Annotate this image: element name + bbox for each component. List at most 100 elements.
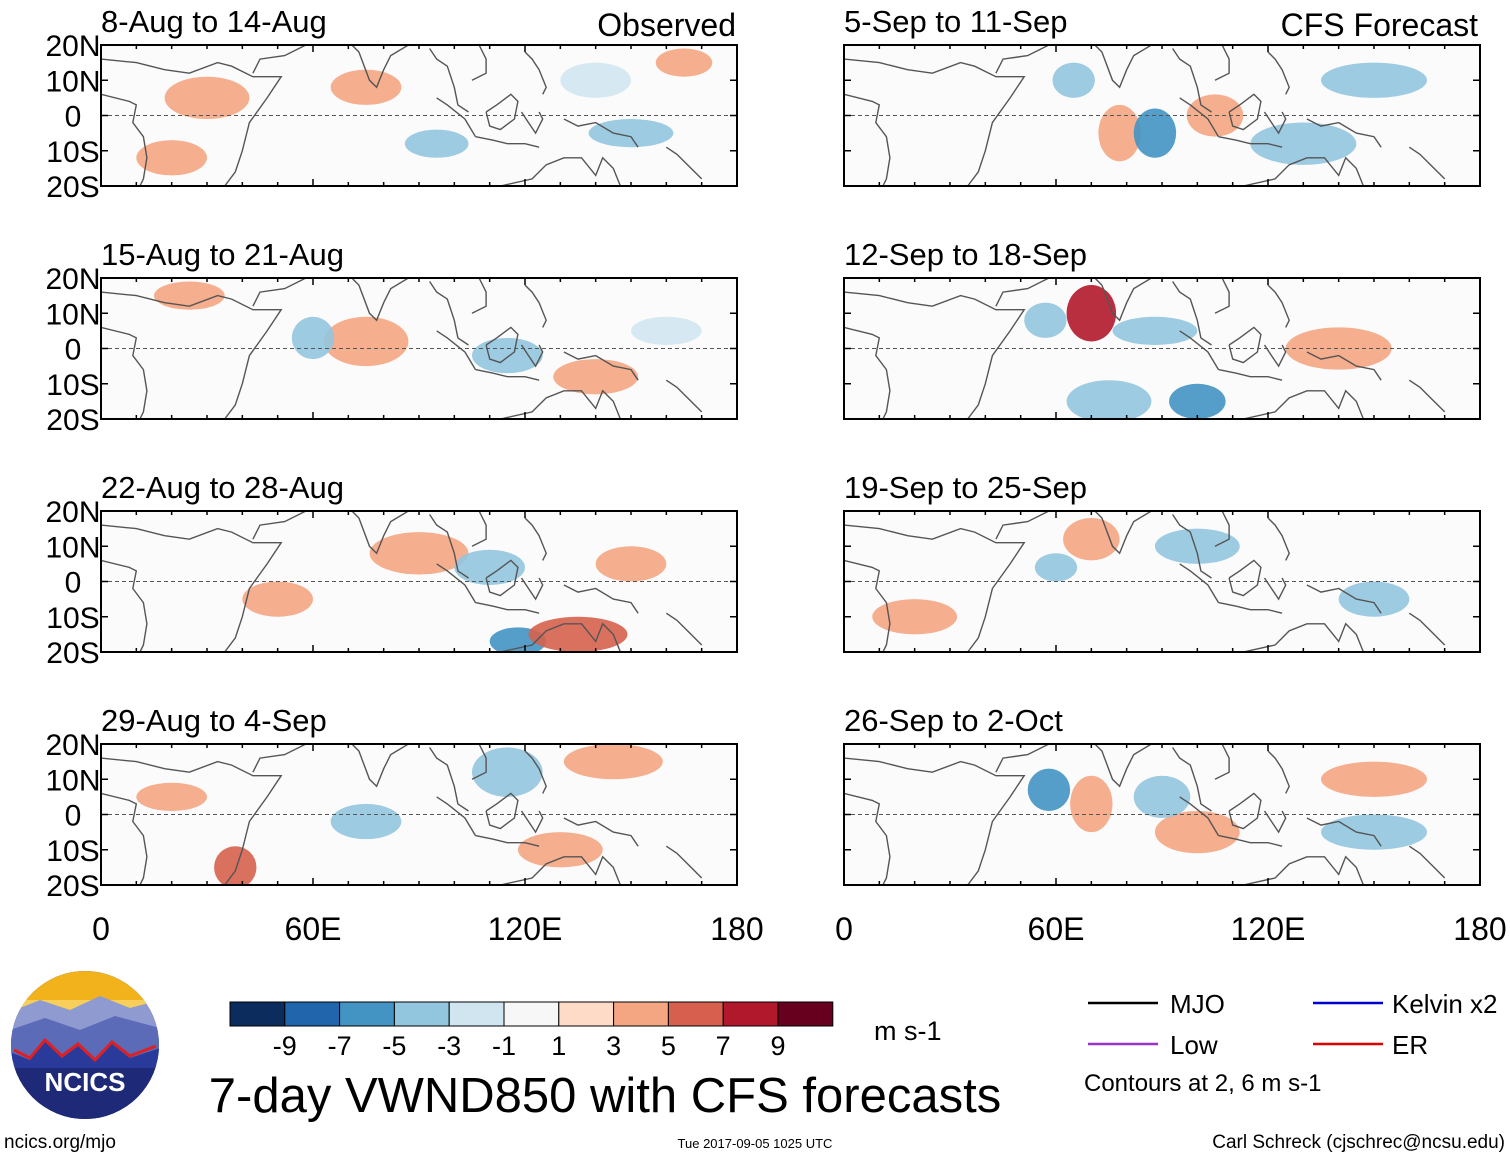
y-tick-label: 20S — [46, 870, 99, 903]
coastline — [1306, 118, 1382, 148]
coastline — [429, 281, 469, 346]
coastline — [844, 93, 891, 186]
anomaly-region — [1338, 581, 1410, 617]
anomaly-region — [323, 316, 409, 367]
panel-title: 22-Aug to 28-Aug — [101, 470, 344, 505]
coastline — [475, 834, 540, 847]
coastline — [1267, 51, 1290, 95]
coastline — [1172, 514, 1212, 579]
chart-title: 7-day VWND850 with CFS forecasts — [209, 1069, 1001, 1123]
coastline — [436, 97, 477, 138]
panel-title: 15-Aug to 21-Aug — [101, 237, 344, 272]
anomaly-region — [291, 316, 335, 360]
coastline — [1214, 45, 1230, 81]
y-tick-label: 10N — [45, 298, 100, 331]
y-tick-label: 20N — [45, 496, 100, 529]
colorbar-swatch — [503, 1001, 560, 1027]
ncics-logo: NCICS — [11, 971, 159, 1119]
coastline — [1228, 559, 1262, 597]
coastline — [1172, 747, 1212, 812]
anomaly-region — [164, 76, 250, 120]
coastline — [471, 511, 487, 547]
colorbar-units: m s-1 — [874, 1016, 942, 1046]
anomaly-region — [1070, 775, 1113, 833]
coastline — [1408, 379, 1446, 413]
anomaly-region — [1133, 775, 1191, 819]
coastline — [1306, 351, 1382, 381]
legend: MJO Kelvin x2 Low ER Contours at 2, 6 m … — [1084, 989, 1498, 1097]
x-tick-label: 120E — [1231, 911, 1306, 947]
panel: 5-Sep to 11-Sep — [843, 4, 1481, 187]
anomaly-region — [631, 316, 702, 345]
coastline — [436, 330, 477, 370]
coastline — [1306, 817, 1382, 847]
coastline — [665, 146, 703, 180]
anomaly-region — [1027, 768, 1071, 811]
coastline — [1408, 612, 1446, 646]
footer-timestamp: Tue 2017-09-05 1025 UTC — [678, 1136, 833, 1151]
coastline — [1218, 834, 1283, 847]
y-tick-label: 20S — [46, 637, 99, 670]
colorbar-swatch — [448, 1001, 505, 1027]
y-tick-label: 20S — [46, 404, 99, 437]
coastline — [1263, 577, 1287, 601]
coastline — [1228, 93, 1262, 131]
x-tick-label: 0 — [835, 911, 853, 947]
coastline — [844, 792, 891, 885]
anomaly-region — [517, 832, 603, 868]
anomaly-region — [1112, 316, 1198, 345]
colorbar: -9 -7 -5 -3 -1 1 3 5 7 9 — [229, 1001, 834, 1061]
coastline — [563, 817, 639, 847]
y-tick-label: 0 — [65, 800, 82, 833]
anomaly-region — [369, 532, 469, 575]
anomaly-region — [404, 129, 469, 158]
anomaly-region — [1098, 104, 1141, 162]
coastline — [1243, 855, 1365, 885]
coastline — [1267, 284, 1290, 328]
coastline — [1179, 563, 1220, 603]
y-tick-label: 10S — [46, 835, 99, 868]
panel-title: 26-Sep to 2-Oct — [844, 703, 1063, 738]
coastline — [1263, 111, 1287, 135]
anomaly-region — [1024, 302, 1067, 338]
coastline — [524, 517, 547, 561]
coastline — [436, 796, 477, 836]
coastline — [101, 757, 283, 885]
anomaly-region — [1154, 528, 1240, 564]
anomaly-region — [330, 803, 402, 840]
coastline — [995, 45, 1050, 74]
anomaly-region — [136, 782, 207, 811]
coastline — [485, 792, 519, 830]
colorbar-swatch — [558, 1001, 615, 1027]
coastline — [1214, 744, 1230, 780]
coastline — [500, 855, 622, 885]
coastline — [1243, 389, 1365, 419]
coastline — [334, 744, 409, 788]
anomaly-field — [844, 744, 1480, 885]
panel: 26-Sep to 2-Oct — [843, 703, 1481, 886]
coastline — [500, 622, 622, 652]
coastline — [1179, 330, 1220, 370]
colorbar-label: 5 — [661, 1031, 676, 1061]
coastline — [252, 511, 307, 540]
colorbar-label: -7 — [328, 1031, 352, 1061]
anomaly-region — [242, 581, 313, 617]
coastline — [520, 577, 544, 601]
coastline — [471, 744, 487, 780]
coastline — [1243, 156, 1365, 186]
coastline — [1263, 810, 1287, 834]
coastline — [524, 51, 547, 95]
y-tick-label: 10N — [45, 764, 100, 797]
y-tick-label: 20S — [46, 171, 99, 204]
x-tick-label: 0 — [92, 911, 110, 947]
anomaly-field — [101, 45, 737, 186]
coastline — [1077, 744, 1152, 788]
coastline — [1214, 511, 1230, 547]
anomaly-region — [595, 546, 667, 582]
anomaly-region — [655, 48, 713, 77]
colorbar-label: -1 — [492, 1031, 516, 1061]
anomaly-region — [136, 140, 207, 176]
